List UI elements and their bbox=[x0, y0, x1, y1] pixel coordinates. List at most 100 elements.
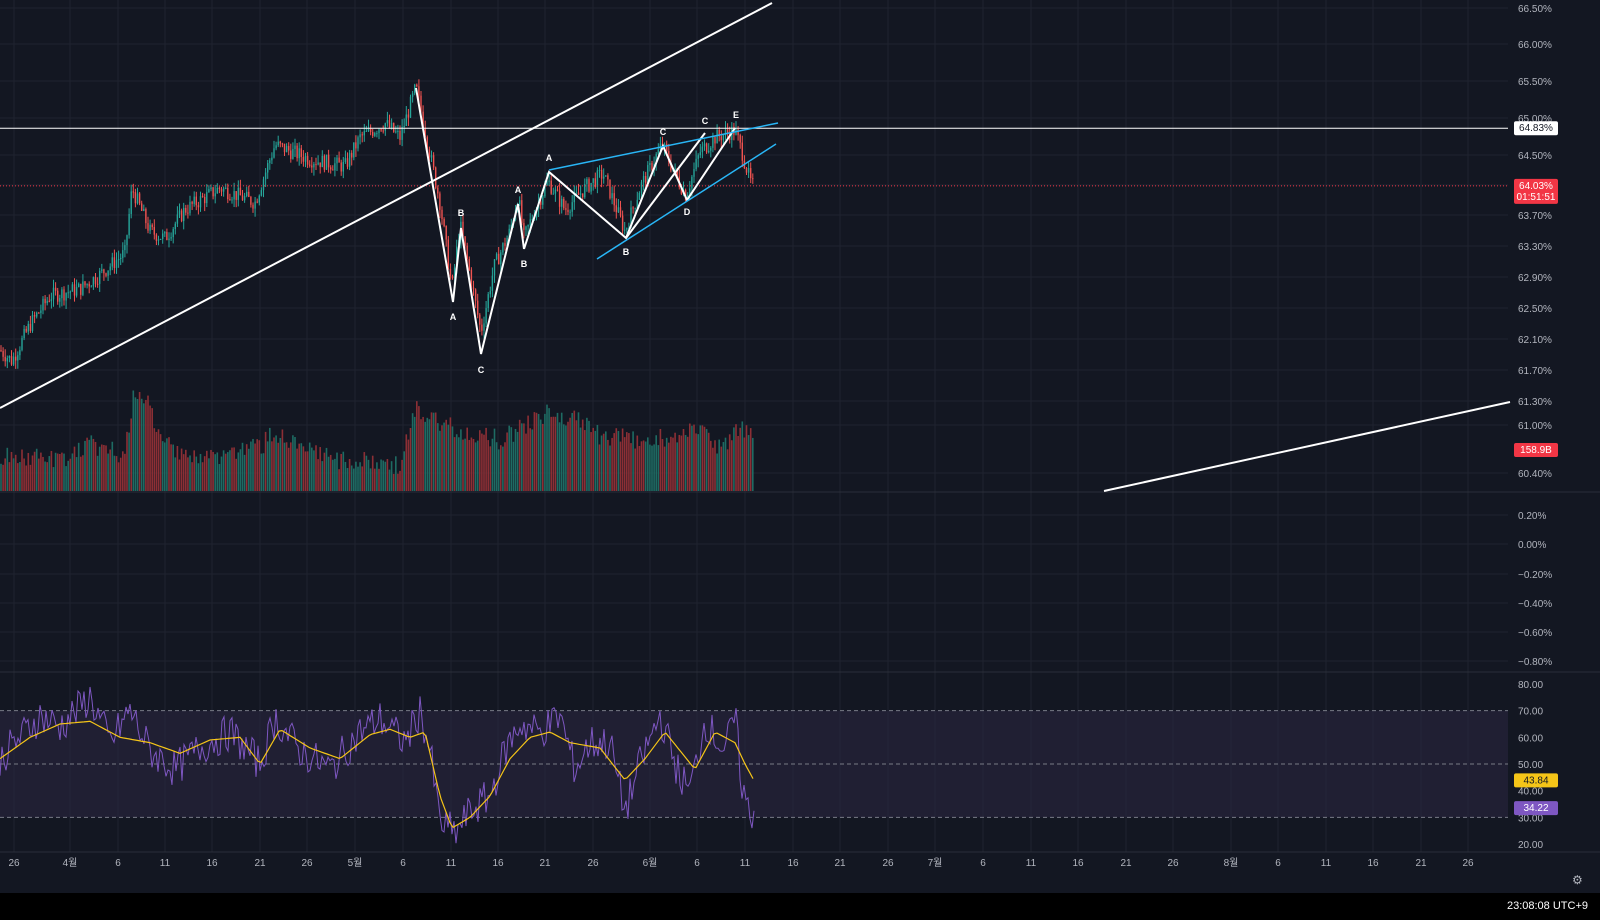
time-axis-label: 11 bbox=[1026, 858, 1037, 869]
candle-body bbox=[319, 162, 321, 168]
candle-body bbox=[546, 180, 548, 186]
volume-bar bbox=[665, 437, 668, 491]
volume-bar bbox=[636, 435, 639, 491]
candle-body bbox=[96, 283, 99, 285]
volume-bar bbox=[313, 450, 315, 491]
volume-bar bbox=[283, 442, 286, 491]
candle-body bbox=[38, 312, 40, 314]
candle-body bbox=[178, 210, 181, 215]
candle-body bbox=[325, 154, 328, 170]
candle-body bbox=[422, 111, 424, 128]
volume-bar bbox=[229, 450, 231, 491]
volume-bar bbox=[657, 445, 660, 491]
volume-bar bbox=[567, 421, 569, 491]
candle-body bbox=[185, 207, 187, 213]
candle-body bbox=[306, 155, 309, 165]
volume-bar bbox=[493, 428, 496, 491]
volume-bar bbox=[185, 449, 187, 491]
volume-bar bbox=[273, 437, 275, 491]
candle-body bbox=[674, 168, 676, 170]
candle-body bbox=[626, 228, 628, 230]
chart-canvas[interactable]: A B C A B A B C C D E 66.50% 66.00% 65.50% 65.00% 64.5… bbox=[0, 0, 1600, 893]
volume-bar bbox=[588, 420, 590, 491]
volume-bar bbox=[340, 453, 342, 491]
candle-body bbox=[225, 187, 227, 189]
volume-bar bbox=[416, 401, 418, 491]
volume-bar bbox=[332, 459, 334, 491]
volume-bar bbox=[159, 434, 162, 491]
wave-path bbox=[625, 132, 706, 239]
volume-bar bbox=[153, 428, 156, 491]
volume-bar bbox=[73, 446, 76, 491]
volume-bar bbox=[600, 435, 603, 491]
candle-body bbox=[435, 167, 437, 188]
volume-bar bbox=[86, 437, 88, 491]
osc-axis-label: 0.00% bbox=[1518, 540, 1546, 551]
volume-bar bbox=[409, 427, 412, 491]
candle-body bbox=[382, 130, 384, 132]
osc-axis-label: −0.80% bbox=[1518, 657, 1552, 668]
candle-body bbox=[642, 176, 645, 183]
volume-bar bbox=[21, 449, 23, 491]
candle-body bbox=[48, 300, 50, 302]
volume-bar bbox=[290, 442, 292, 491]
volume-bar bbox=[430, 412, 433, 491]
candle-body bbox=[346, 158, 349, 167]
candle-body bbox=[363, 131, 365, 136]
candle-body bbox=[132, 191, 134, 193]
volume-bar bbox=[380, 459, 382, 491]
volume-bar bbox=[516, 431, 519, 491]
volume-bar bbox=[506, 432, 508, 491]
volume-bar bbox=[632, 431, 634, 491]
volume-bar bbox=[504, 442, 506, 491]
candle-body bbox=[640, 182, 643, 193]
volume-bar bbox=[42, 456, 44, 491]
current-price-tag: 64.03% bbox=[1519, 181, 1553, 192]
volume-bar bbox=[98, 446, 101, 491]
volume-bar bbox=[424, 421, 426, 491]
candle-body bbox=[84, 281, 86, 286]
volume-bar bbox=[250, 441, 252, 491]
candle-body bbox=[63, 289, 65, 301]
volume-bar bbox=[724, 437, 727, 491]
candle-body bbox=[157, 239, 160, 241]
volume-bar bbox=[336, 452, 338, 491]
candle-body bbox=[418, 86, 420, 96]
volume-bar bbox=[65, 466, 67, 491]
volume-bar bbox=[222, 450, 225, 491]
volume-bar bbox=[594, 430, 597, 491]
volume-bar bbox=[334, 458, 336, 491]
time-axis-label: 16 bbox=[492, 858, 504, 869]
candle-body bbox=[40, 310, 42, 313]
axis-value-tags: 64.83% 64.03%01:51:51 158.9B 43.84 34.22 bbox=[1514, 121, 1558, 816]
candle-body bbox=[701, 146, 704, 153]
time-axis-label: 7월 bbox=[928, 857, 943, 869]
gear-icon[interactable]: ⚙ bbox=[1572, 873, 1583, 887]
volume-bar bbox=[359, 462, 361, 491]
volume-bar bbox=[237, 452, 240, 491]
candle-body bbox=[290, 150, 292, 159]
candle-body bbox=[248, 191, 250, 197]
volume-bar bbox=[38, 458, 40, 491]
candle-body bbox=[619, 207, 622, 216]
candle-body bbox=[624, 229, 626, 231]
candle-body bbox=[235, 191, 237, 200]
volume-bar bbox=[390, 461, 393, 491]
time-axis-label: 5월 bbox=[348, 857, 363, 869]
candle-body bbox=[296, 145, 298, 159]
volume-bar bbox=[697, 434, 699, 491]
candle-body bbox=[483, 323, 485, 331]
candle-body bbox=[111, 257, 113, 267]
candle-body bbox=[92, 277, 95, 287]
candle-body bbox=[397, 131, 399, 133]
volume-bar bbox=[344, 461, 347, 491]
wave-label: B bbox=[521, 259, 528, 269]
volume-bar bbox=[294, 437, 296, 491]
candle-body bbox=[164, 231, 166, 234]
candle-body bbox=[634, 208, 636, 210]
candle-body bbox=[609, 179, 611, 199]
volume-bar bbox=[634, 448, 636, 491]
price-axis-label: 62.10% bbox=[1518, 335, 1552, 346]
volume-bar bbox=[437, 423, 439, 491]
clock[interactable]: 23:08:08 UTC+9 bbox=[1506, 900, 1588, 912]
